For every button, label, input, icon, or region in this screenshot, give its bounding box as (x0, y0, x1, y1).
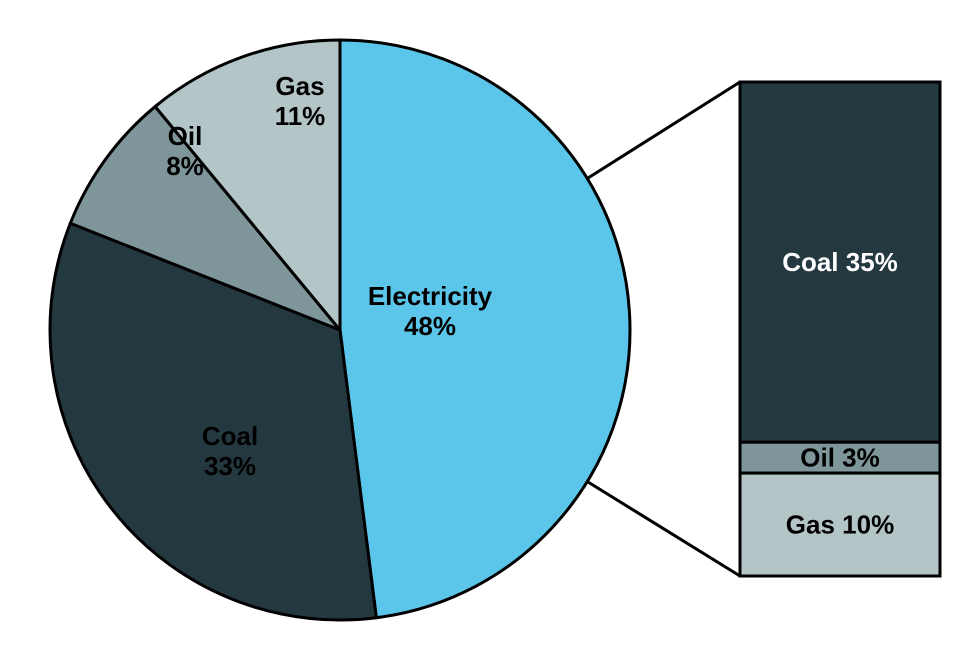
pie-label-electricity-line1: Electricity (368, 281, 493, 311)
pie-label-gas-line2: 11% (275, 101, 326, 131)
breakout-bar: Coal 35% Oil 3% Gas 10% (740, 82, 940, 576)
breakout-label-gas: Gas 10% (786, 510, 894, 540)
breakout-label-oil: Oil 3% (800, 443, 879, 473)
pie-chart (50, 40, 630, 620)
pie-label-oil: Oil8% (166, 121, 204, 181)
pie-label-electricity-line2: 48% (404, 311, 456, 341)
pie-slice-electricity (340, 40, 630, 618)
leader-line-1 (588, 482, 740, 576)
pie-label-oil-line2: 8% (166, 151, 204, 181)
breakout-label-coal: Coal 35% (782, 247, 898, 277)
pie-label-coal-line1: Coal (202, 421, 258, 451)
pie-label-coal: Coal33% (202, 421, 258, 481)
pie-label-coal-line2: 33% (204, 451, 256, 481)
pie-label-gas: Gas11% (275, 71, 326, 131)
leader-line-0 (588, 82, 740, 178)
pie-label-oil-line1: Oil (168, 121, 203, 151)
pie-label-gas-line1: Gas (275, 71, 324, 101)
